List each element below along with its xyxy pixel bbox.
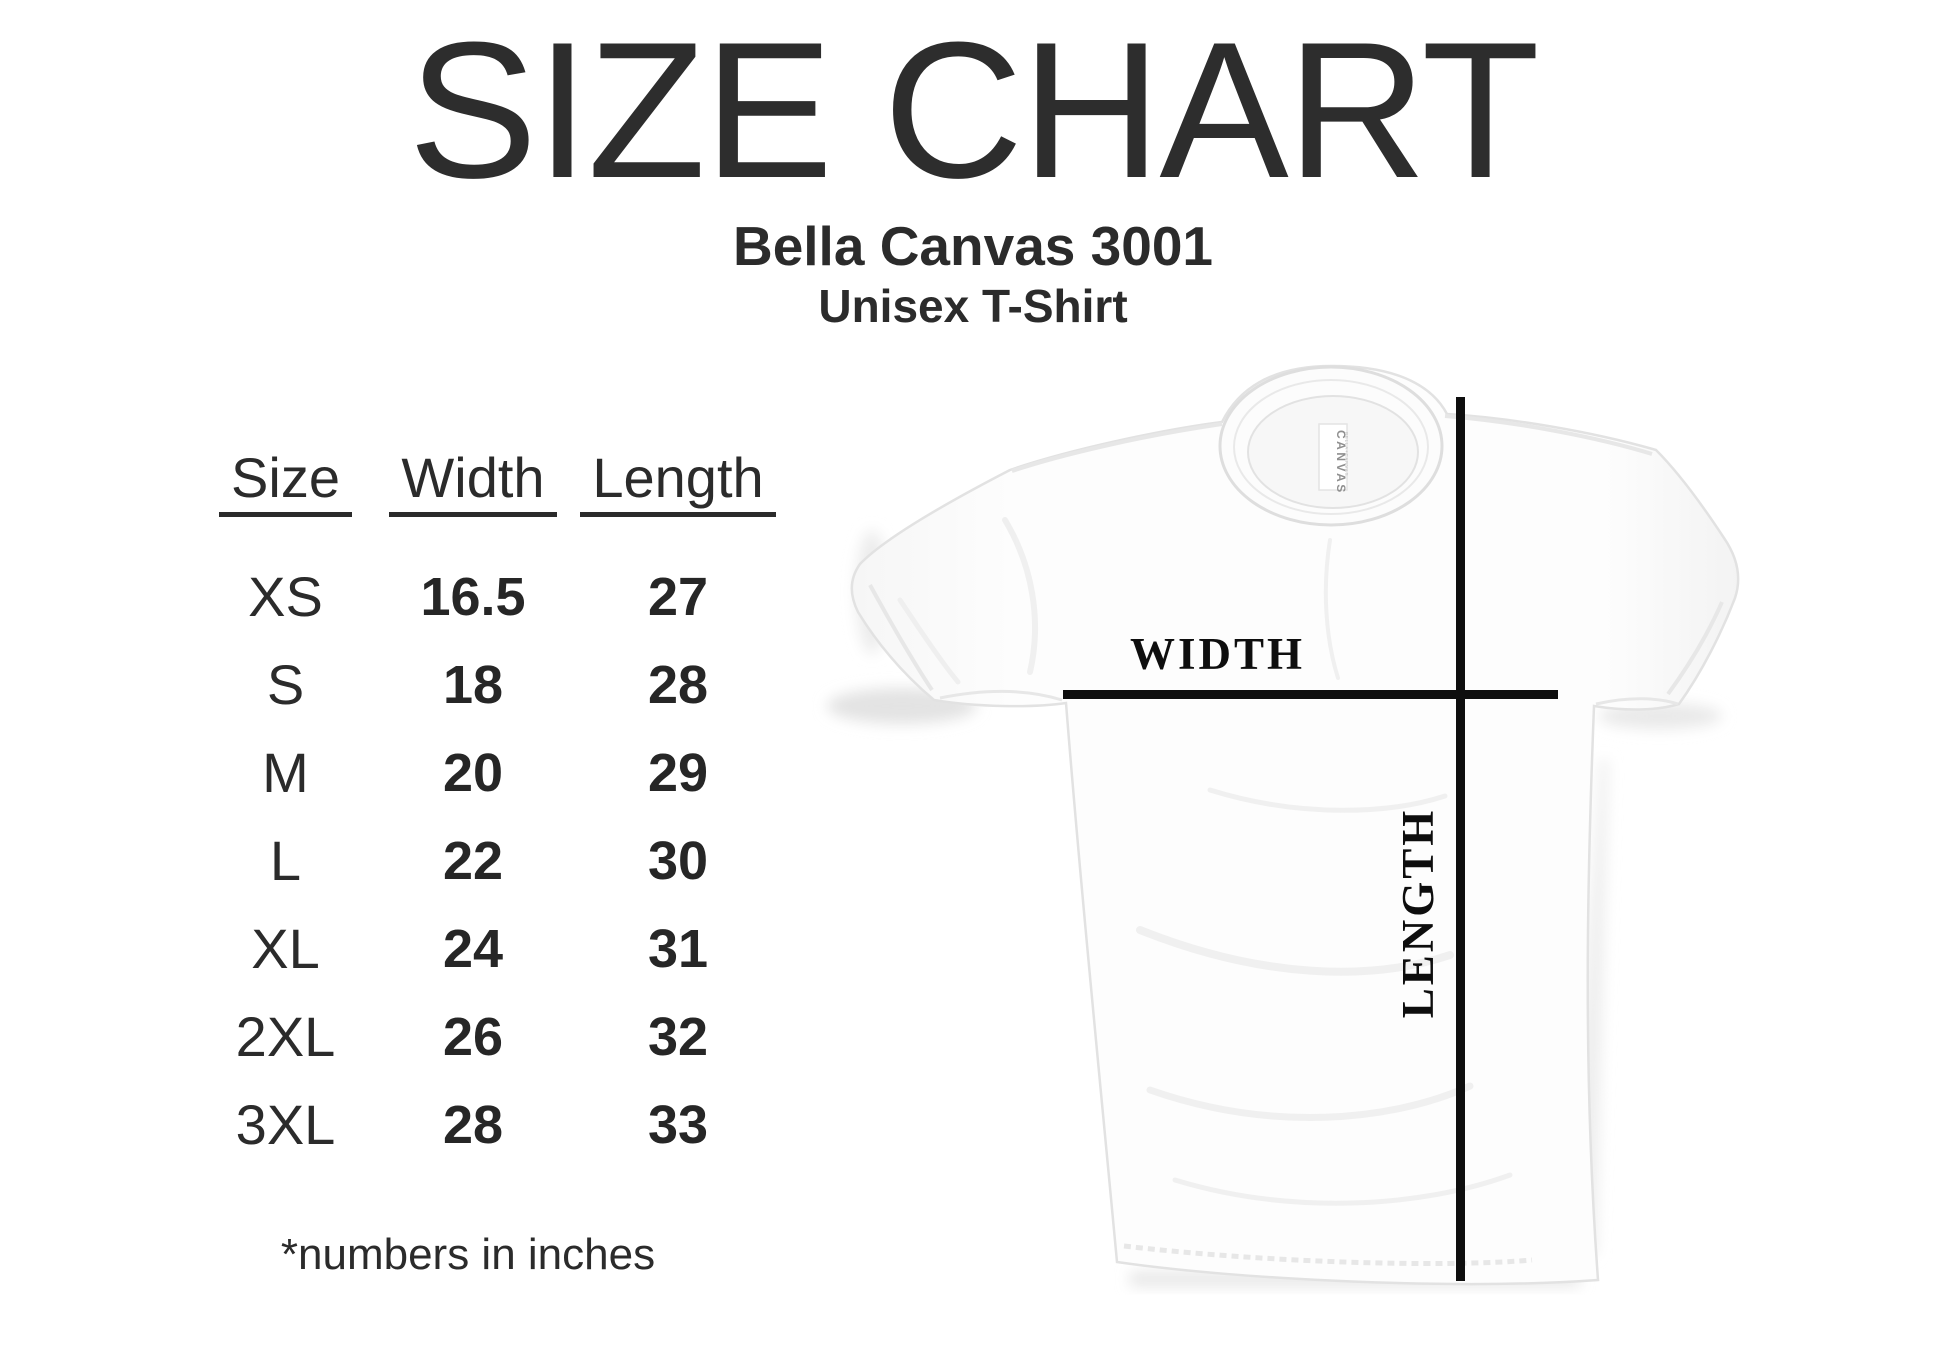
size-value: L xyxy=(269,829,302,892)
width-value: 20 xyxy=(442,743,504,803)
width-value: 24 xyxy=(442,919,504,979)
table-row: XS 16.5 27 xyxy=(188,553,793,641)
length-measure-line xyxy=(1456,397,1465,1281)
table-row: M 20 29 xyxy=(188,729,793,817)
length-value: 27 xyxy=(647,567,709,627)
width-value: 18 xyxy=(442,655,504,715)
length-value: 33 xyxy=(647,1095,709,1155)
size-value: XS xyxy=(248,565,323,628)
size-table-header: Size Width Length xyxy=(188,438,793,534)
neck-tag-brand: CANVAS xyxy=(1334,430,1348,495)
width-label: WIDTH xyxy=(1130,629,1306,679)
width-value: 28 xyxy=(442,1095,504,1155)
length-value: 32 xyxy=(647,1007,709,1067)
size-value: XL xyxy=(251,917,320,980)
size-value: 3XL xyxy=(235,1093,336,1156)
column-header-size: Size xyxy=(219,450,352,517)
page-title: SIZE CHART xyxy=(408,2,1540,219)
length-value: 30 xyxy=(647,831,709,891)
size-value: M xyxy=(262,741,309,804)
product-type: Unisex T-Shirt xyxy=(818,280,1128,332)
size-value: S xyxy=(266,653,305,716)
table-row: L 22 30 xyxy=(188,817,793,905)
product-name: Bella Canvas 3001 xyxy=(732,215,1214,277)
width-value: 26 xyxy=(442,1007,504,1067)
length-label: LENGTH xyxy=(1393,807,1443,1019)
shirt-outline xyxy=(850,364,1740,1286)
length-value: 31 xyxy=(647,919,709,979)
size-value: 2XL xyxy=(235,1005,336,1068)
width-value: 16.5 xyxy=(420,567,526,627)
neck-tag: CANVAS BELLA+CANVAS xyxy=(1318,423,1349,495)
width-value: 22 xyxy=(442,831,504,891)
column-header-length: Length xyxy=(580,450,776,517)
width-measure-line xyxy=(1063,690,1558,699)
size-table-rows: XS 16.5 27 S 18 28 M 20 29 L 22 30 XL 24 xyxy=(188,553,793,1169)
length-value: 28 xyxy=(647,655,709,715)
table-row: XL 24 31 xyxy=(188,905,793,993)
units-footnote: *numbers in inches xyxy=(280,1230,656,1279)
size-table: Size Width Length XS 16.5 27 S 18 28 M 2… xyxy=(188,438,793,1169)
column-header-width: Width xyxy=(389,450,557,517)
shirt-wrinkles xyxy=(897,517,1513,1206)
shirt-seams xyxy=(868,414,1724,1267)
table-row: 2XL 26 32 xyxy=(188,993,793,1081)
table-row: S 18 28 xyxy=(188,641,793,729)
length-value: 29 xyxy=(647,743,709,803)
neck-tag-subbrand: BELLA+CANVAS xyxy=(1344,432,1349,476)
table-row: 3XL 28 33 xyxy=(188,1081,793,1169)
